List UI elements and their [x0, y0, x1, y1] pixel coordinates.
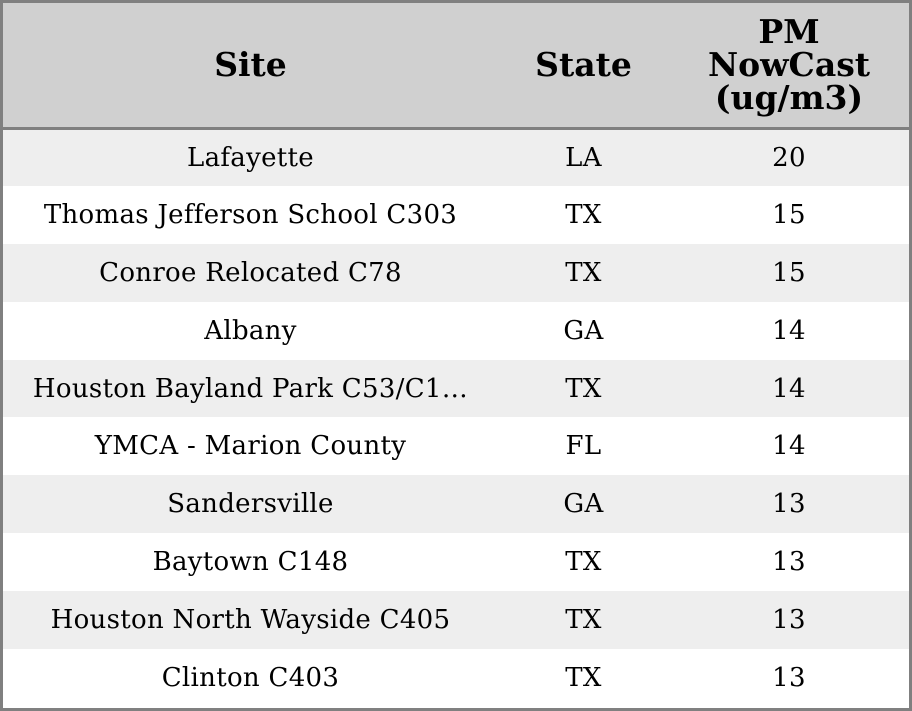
pm-nowcast-table: Site State PM NowCast (ug/m3) Lafayette …	[3, 3, 909, 707]
column-header-pm-line: PM	[758, 12, 820, 52]
pm-value-cell: 14	[772, 315, 806, 346]
table-row: Conroe Relocated C78 TX 15	[3, 243, 909, 302]
site-cell: Clinton C403	[161, 662, 340, 693]
pm-value-cell: 15	[772, 257, 806, 288]
table-row: Clinton C403 TX 13	[3, 649, 909, 707]
table-row: Houston Bayland Park C53/C1… TX 14	[3, 359, 909, 418]
table-row: Baytown C148 TX 13	[3, 533, 909, 592]
state-cell: TX	[565, 199, 602, 230]
state-cell: GA	[563, 489, 604, 520]
column-header-pm-nowcast: PM NowCast (ug/m3)	[669, 3, 909, 130]
table-row: Houston North Wayside C405 TX 13	[3, 591, 909, 650]
state-cell: TX	[565, 547, 602, 578]
table-body: Lafayette LA 20 Thomas Jefferson School …	[3, 128, 909, 707]
pm-value-cell: 13	[772, 489, 806, 520]
site-cell: Lafayette	[187, 142, 314, 173]
site-cell: Houston Bayland Park C53/C1…	[32, 373, 469, 404]
pm-value-cell: 15	[772, 199, 806, 230]
state-cell: FL	[565, 431, 602, 462]
site-cell: Houston North Wayside C405	[50, 605, 451, 636]
state-cell: LA	[565, 142, 602, 173]
site-cell: Baytown C148	[152, 547, 349, 578]
header-row: Site State PM NowCast (ug/m3)	[3, 3, 909, 130]
state-cell: GA	[563, 315, 604, 346]
state-cell: TX	[565, 373, 602, 404]
pm-value-cell: 13	[772, 547, 806, 578]
site-cell: Conroe Relocated C78	[99, 257, 402, 288]
state-cell: TX	[565, 662, 602, 693]
pm-value-cell: 13	[772, 605, 806, 636]
table-row: YMCA - Marion County FL 14	[3, 417, 909, 476]
state-cell: TX	[565, 605, 602, 636]
column-header-state: State	[498, 3, 669, 130]
table-header: Site State PM NowCast (ug/m3)	[3, 3, 909, 130]
pm-value-cell: 14	[772, 373, 806, 404]
table-row: Lafayette LA 20	[3, 128, 909, 186]
column-header-pm-line: (ug/m3)	[714, 78, 864, 118]
site-cell: Thomas Jefferson School C303	[43, 199, 458, 230]
state-cell: TX	[565, 257, 602, 288]
pm-value-cell: 13	[772, 662, 806, 693]
site-cell: YMCA - Marion County	[94, 431, 407, 462]
pm-value-cell: 20	[772, 142, 806, 173]
site-cell: Sandersville	[167, 489, 334, 520]
column-header-site: Site	[3, 3, 498, 130]
table-row: Albany GA 14	[3, 301, 909, 360]
pm-value-cell: 14	[772, 431, 806, 462]
site-cell: Albany	[204, 315, 297, 346]
column-header-pm-line: NowCast	[707, 45, 871, 85]
table-row: Thomas Jefferson School C303 TX 15	[3, 185, 909, 244]
table-row: Sandersville GA 13	[3, 475, 909, 534]
